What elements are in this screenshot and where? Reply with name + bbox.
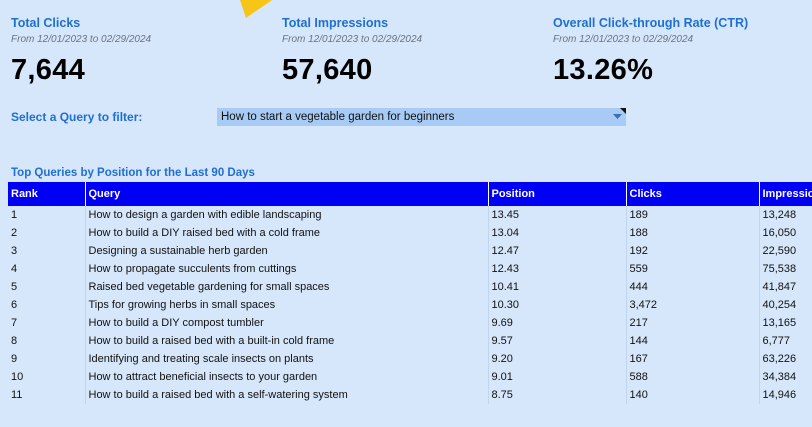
table-cell: How to attract beneficial insects to you…: [85, 368, 489, 386]
table-cell: 559: [626, 260, 760, 278]
table-cell: Designing a sustainable herb garden: [85, 242, 489, 260]
column-header: Position: [488, 182, 627, 206]
table-cell: 217: [626, 314, 760, 332]
table-cell: 8: [8, 332, 86, 350]
table-cell: 41,847: [759, 278, 812, 296]
table-row: 5 Raised bed vegetable gardening for smal…: [8, 278, 812, 296]
metric-title: Total Impressions: [282, 16, 389, 30]
metric-value: 7,644: [11, 54, 86, 86]
table-cell: How to build a DIY raised bed with a col…: [85, 224, 489, 242]
table-cell: 9: [8, 350, 86, 368]
table-cell: 6,777: [759, 332, 812, 350]
table-cell: How to propagate succulents from cutting…: [85, 260, 489, 278]
table-row: 1 How to design a garden with edible land…: [8, 206, 812, 224]
table-cell: 16,050: [759, 224, 812, 242]
table-row: 2 How to build a DIY raised bed with a co…: [8, 224, 812, 242]
table-cell: 13.04: [488, 224, 627, 242]
dropdown-value: How to start a vegetable garden for begi…: [221, 111, 455, 123]
table-cell: 13,165: [759, 314, 812, 332]
metric-title: Overall Click-through Rate (CTR): [553, 16, 749, 30]
metric-subtitle: From 12/01/2023 to 02/29/2024: [11, 34, 152, 45]
table-cell: 192: [626, 242, 760, 260]
table-cell: 188: [626, 224, 760, 242]
table-cell: 4: [8, 260, 86, 278]
table-cell: 588: [626, 368, 760, 386]
table-cell: 10.41: [488, 278, 627, 296]
table-cell: 7: [8, 314, 86, 332]
table-cell: How to build a DIY compost tumbler: [85, 314, 489, 332]
table-row: 10 How to attract beneficial insects to y…: [8, 368, 812, 386]
dropdown-arrow: [613, 114, 622, 119]
table-cell: 140: [626, 386, 760, 404]
query-dropdown[interactable]: How to start a vegetable garden for begi…: [217, 108, 626, 126]
table-cell: 63,226: [759, 350, 812, 368]
queries-table: RankQueryPositionClicksImpressions 1How …: [8, 182, 812, 404]
table-cell: 12.47: [488, 242, 627, 260]
table-cell: 3,472: [626, 296, 760, 314]
table-row: 6 Tips for growing herbs in small spaces 1…: [8, 296, 812, 314]
table-cell: 14,946: [759, 386, 812, 404]
filter-label: Select a Query to filter:: [11, 110, 143, 124]
table-cell: Tips for growing herbs in small spaces: [85, 296, 489, 314]
table-cell: 34,384: [759, 368, 812, 386]
table-row: 9 Identifying and treating scale insects …: [8, 350, 812, 368]
table-cell: 144: [626, 332, 760, 350]
table-cell: 22,590: [759, 242, 812, 260]
table-cell: 13,248: [759, 206, 812, 224]
table-cell: 3: [8, 242, 86, 260]
decor-triangle: [240, 0, 272, 18]
table-cell: 189: [626, 206, 760, 224]
table-cell: 10.30: [488, 296, 627, 314]
metric-value: 13.26%: [553, 54, 654, 86]
table-cell: How to build a raised bed with a self-wa…: [85, 386, 489, 404]
table-cell: 167: [626, 350, 760, 368]
table-row: 8 How to build a raised bed with a built-…: [8, 332, 812, 350]
metric-subtitle: From 12/01/2023 to 02/29/2024: [553, 34, 694, 45]
table-cell: 9.69: [488, 314, 627, 332]
metric-title: Total Clicks: [11, 16, 81, 30]
table-cell: 444: [626, 278, 760, 296]
table-cell: 5: [8, 278, 86, 296]
table-cell: 13.45: [488, 206, 627, 224]
table-row: 3 Designing a sustainable herb garden 12.4…: [8, 242, 812, 260]
table-cell: 9.57: [488, 332, 627, 350]
table-row: 11 How to build a raised bed with a self-…: [8, 386, 812, 404]
table-cell: 8.75: [488, 386, 627, 404]
metric-subtitle: From 12/01/2023 to 02/29/2024: [282, 34, 423, 45]
table-cell: 2: [8, 224, 86, 242]
table-cell: How to design a garden with edible lands…: [85, 206, 489, 224]
table-cell: Identifying and treating scale insects o…: [85, 350, 489, 368]
table-container: RankQueryPositionClicksImpressions 1How …: [8, 182, 812, 404]
table-cell: 11: [8, 386, 86, 404]
header-row: RankQueryPositionClicksImpressions: [8, 182, 812, 206]
table-cell: 9.01: [488, 368, 627, 386]
table-cell: 40,254: [759, 296, 812, 314]
table-row: 7 How to build a DIY compost tumbler 9.69 2…: [8, 314, 812, 332]
table-title: Top Queries by Position for the Last 90 …: [11, 167, 255, 179]
column-header: Impressions: [759, 182, 812, 206]
table-row: 4 How to propagate succulents from cuttin…: [8, 260, 812, 278]
column-header: Rank: [8, 182, 86, 206]
table-cell: 10: [8, 368, 86, 386]
metric-value: 57,640: [282, 54, 373, 86]
table-cell: How to build a raised bed with a built-i…: [85, 332, 489, 350]
table-cell: Raised bed vegetable gardening for small…: [85, 278, 489, 296]
table-cell: 1: [8, 206, 86, 224]
table-cell: 75,538: [759, 260, 812, 278]
table-cell: 9.20: [488, 350, 627, 368]
column-header: Query: [85, 182, 489, 206]
corner-mark: [620, 108, 626, 114]
column-header: Clicks: [626, 182, 760, 206]
table-cell: 6: [8, 296, 86, 314]
table-cell: 12.43: [488, 260, 627, 278]
